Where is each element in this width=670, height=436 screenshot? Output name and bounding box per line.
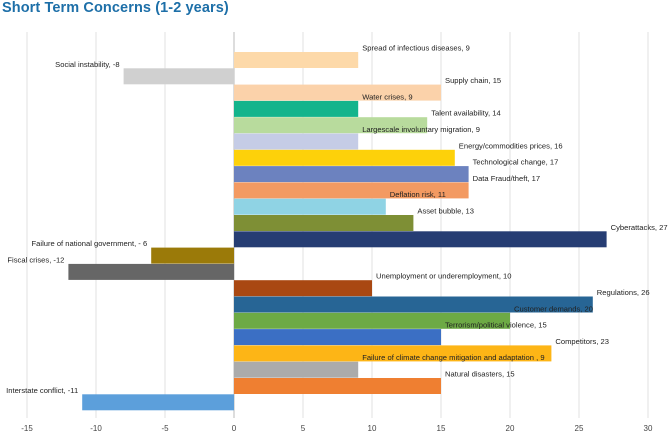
bar — [234, 117, 428, 134]
bar-label: Interstate conflict, -11 — [6, 386, 78, 395]
x-tick-label: -15 — [21, 424, 33, 433]
bar — [123, 68, 234, 85]
bar — [151, 247, 234, 264]
bar-label: Unemployment or underemployment, 10 — [376, 272, 512, 281]
x-tick-label: 30 — [644, 424, 653, 433]
bar-label: Regulations, 26 — [597, 288, 650, 297]
bar-label: Fiscal crises, -12 — [7, 255, 64, 264]
x-axis-ticks: -15 -10 -5 0 5 10 15 20 25 30 — [21, 424, 653, 433]
bar — [234, 280, 372, 297]
bar — [234, 231, 607, 248]
bar-label: Terrorism/political violence, 15 — [445, 321, 547, 330]
bar — [68, 263, 235, 280]
bar-label: Deflation risk, 11 — [390, 190, 446, 199]
bar-label: Asset bubble, 13 — [417, 207, 474, 216]
bar — [234, 361, 359, 378]
bar-label: Social instability, -8 — [55, 60, 119, 69]
bar — [234, 149, 455, 166]
bar-label: Data Fraud/theft, 17 — [473, 174, 541, 183]
bar — [234, 198, 386, 215]
bar-label: Energy/commodities prices, 16 — [459, 141, 563, 150]
bar-label: Spread of infectious diseases, 9 — [362, 44, 470, 53]
x-tick-label: 0 — [232, 424, 237, 433]
bar-label: Water crises, 9 — [362, 92, 412, 101]
x-tick-label: 10 — [368, 424, 377, 433]
x-tick-label: -5 — [161, 424, 169, 433]
bar-label: Competitors, 23 — [555, 337, 609, 346]
x-tick-label: 20 — [506, 424, 515, 433]
bar — [234, 100, 359, 117]
bar — [234, 345, 552, 362]
x-tick-label: -10 — [90, 424, 102, 433]
bar — [234, 296, 593, 313]
x-tick-label: 15 — [437, 424, 446, 433]
bar-label: Customer demands, 20 — [514, 304, 593, 313]
bar — [234, 52, 359, 68]
bar-label: Failure of climate change mitigation and… — [362, 353, 544, 362]
bar-labels: Spread of infectious diseases, 9 Social i… — [6, 44, 667, 395]
x-tick-label: 25 — [575, 424, 584, 433]
bar-label: Technological change, 17 — [473, 158, 559, 167]
bar — [234, 84, 441, 101]
bar — [234, 133, 359, 150]
bar-label: Supply chain, 15 — [445, 76, 501, 85]
chart-title: Short Term Concerns (1-2 years) — [2, 0, 229, 16]
x-tick-label: 5 — [301, 424, 306, 433]
bar-label: Failure of national government, - 6 — [32, 239, 148, 248]
bar — [234, 329, 441, 346]
bars — [68, 52, 607, 411]
bar-label: Natural disasters, 15 — [445, 370, 515, 379]
bar-label: Largescale involuntary migration, 9 — [362, 125, 480, 134]
bar — [234, 378, 441, 394]
bar-label: Cyberattacks, 27 — [611, 223, 668, 232]
bar — [234, 215, 414, 231]
bar-label: Talent availability, 14 — [431, 109, 501, 118]
bar — [234, 312, 510, 329]
bar — [234, 182, 469, 199]
bar — [82, 394, 234, 411]
bar — [234, 166, 469, 183]
